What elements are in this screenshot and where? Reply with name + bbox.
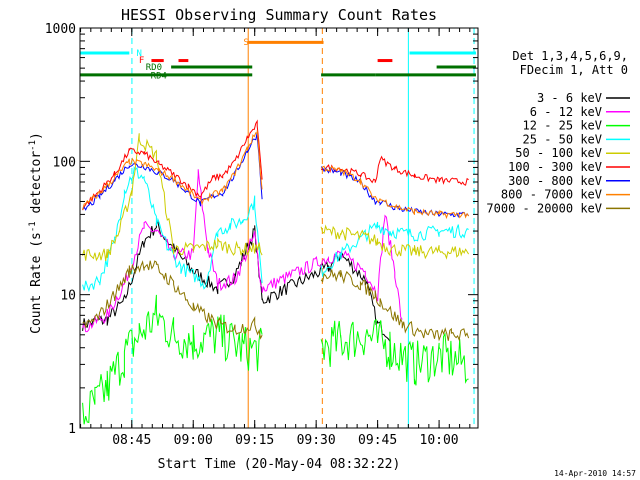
state-bar-label-F: F xyxy=(139,56,144,66)
y-tick-label-2: 100 xyxy=(53,155,76,170)
y-label-part-3: ) xyxy=(29,132,44,140)
series-line-8 xyxy=(82,260,470,342)
y-tick-label-3: 1000 xyxy=(45,22,76,37)
x-axis-label: Start Time (20-May-04 08:32:22) xyxy=(158,457,401,472)
plot-area xyxy=(80,28,478,428)
state-bar-label-N: N xyxy=(136,49,141,59)
legend-label-4: 50 - 100 keV xyxy=(515,146,602,160)
y-label-sup-1: -1 xyxy=(28,221,38,232)
series-line-1 xyxy=(82,169,403,333)
series-line-3 xyxy=(82,165,469,293)
x-tick-label-2: 09:15 xyxy=(235,433,274,448)
legend-label-0: 3 - 6 keV xyxy=(537,91,602,105)
x-tick-label-5: 10:00 xyxy=(420,433,459,448)
legend-label-7: 800 - 7000 keV xyxy=(501,188,602,202)
state-bar-label-RD0: RD0 xyxy=(146,63,162,73)
x-tick-label-3: 09:30 xyxy=(297,433,336,448)
legend-label-6: 300 - 800 keV xyxy=(508,174,602,188)
vertical-markers xyxy=(131,28,475,428)
plot-background xyxy=(80,28,478,428)
y-label-part-1: Count Rate (s xyxy=(29,232,44,334)
series-line-5 xyxy=(82,119,469,211)
y-axis-label: Count Rate (s-1 detector-1) xyxy=(28,132,44,334)
y-label-sup-2: -1 xyxy=(28,140,38,151)
series-line-2 xyxy=(82,294,469,425)
y-label-part-2: detector xyxy=(29,151,44,222)
legend-label-1: 6 - 12 keV xyxy=(530,105,602,119)
axes: 08:45 09:00 09:15 09:30 09:45 10:00 1 10 100 1000 xyxy=(45,22,479,448)
x-tick-label-4: 09:45 xyxy=(358,433,397,448)
legend-header-1: FDecim 1, Att 0 xyxy=(520,63,628,77)
series-line-0 xyxy=(82,221,391,342)
plot-frame xyxy=(79,27,479,429)
legend-label-2: 12 - 25 keV xyxy=(523,119,602,133)
series-line-4 xyxy=(82,133,470,262)
legend-label-8: 7000 - 20000 keV xyxy=(486,201,602,215)
y-tick-label-0: 1 xyxy=(68,422,76,437)
chart-title: HESSI Observing Summary Count Rates xyxy=(121,6,437,24)
state-bar-label-RD4: RD4 xyxy=(151,72,167,82)
x-tick-label-0: 08:45 xyxy=(112,433,151,448)
legend: Det 1,3,4,5,6,9,FDecim 1, Att 0 3 - 6 keV… xyxy=(486,49,630,215)
legend-label-5: 100 - 300 keV xyxy=(508,160,602,174)
data-series xyxy=(82,119,470,425)
legend-header-0: Det 1,3,4,5,6,9, xyxy=(512,49,628,63)
state-bar-label-S: S xyxy=(243,38,248,48)
series-line-7 xyxy=(82,130,470,220)
y-tick-label-1: 10 xyxy=(60,289,76,304)
x-tick-label-1: 09:00 xyxy=(174,433,213,448)
legend-label-3: 25 - 50 keV xyxy=(523,132,602,146)
footer-timestamp: 14-Apr-2010 14:57 xyxy=(554,469,636,478)
